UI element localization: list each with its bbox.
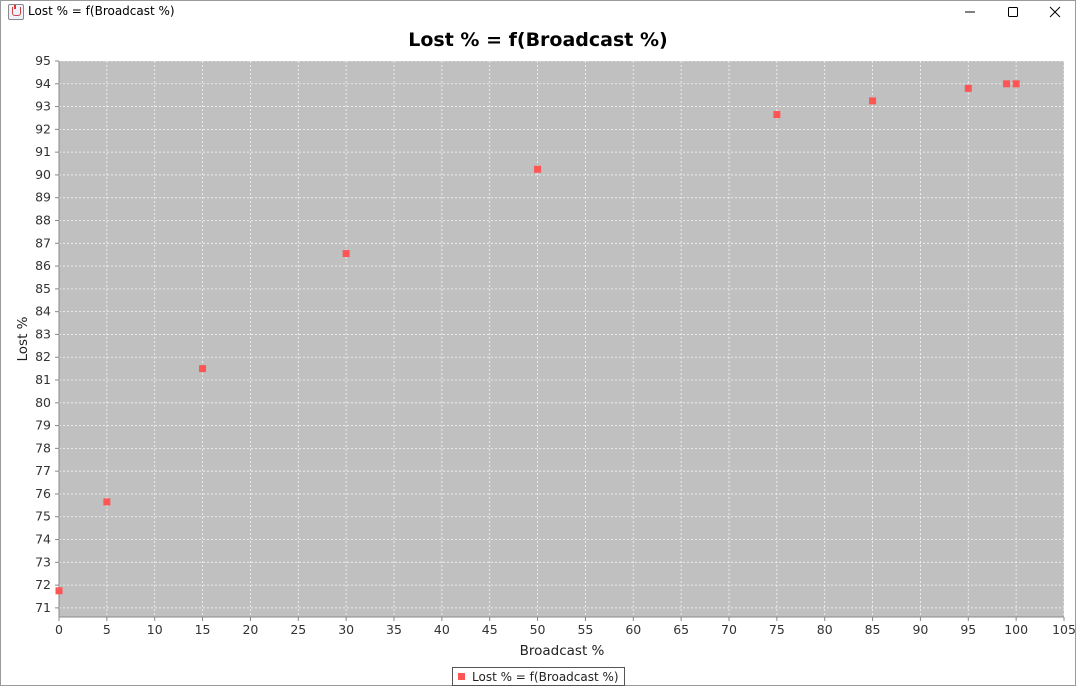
plot-area [59,61,1064,617]
y-tick-label: 94 [35,76,51,91]
y-tick-label: 92 [35,121,51,136]
data-point [534,165,542,173]
x-tick-label: 95 [960,622,976,637]
y-tick-label: 91 [35,144,51,159]
y-tick-label: 82 [35,349,51,364]
title-bar[interactable]: Lost % = f(Broadcast %) [1,1,1075,23]
y-tick-label: 76 [35,486,51,501]
x-tick-label: 60 [625,622,641,637]
y-tick-label: 74 [35,532,51,547]
scatter-chart: Lost % = f(Broadcast %) 0 5 10 15 20 25 30 35 40… [15,29,1075,659]
y-tick-label: 83 [35,326,51,341]
y-tick-label: 93 [35,99,51,114]
data-point [964,84,972,92]
x-tick-label: 75 [769,622,785,637]
y-tick-label: 85 [35,281,51,296]
data-point [869,97,877,105]
data-point [773,111,781,119]
maximize-icon [1008,7,1018,17]
close-icon [1049,6,1061,18]
x-tick-label: 20 [242,622,258,637]
x-tick-label: 85 [865,622,881,637]
y-tick-label: 79 [35,418,51,433]
y-tick-label: 86 [35,258,51,273]
x-tick-label: 80 [817,622,833,637]
x-tick-label: 40 [434,622,450,637]
data-point [1012,80,1020,88]
legend-marker [458,673,465,680]
axes: 0 5 10 15 20 25 30 35 40 45 50 55 60 65 70 75 80 85 90 95 10… [35,53,1075,637]
minimize-icon [965,11,975,13]
x-tick-label: 45 [482,622,498,637]
legend: Lost % = f(Broadcast %) [452,667,625,686]
y-tick-label: 71 [35,600,51,615]
y-tick-label: 75 [35,509,51,524]
chart-panel: Lost % = f(Broadcast %) 0 5 10 15 20 25 30 35 40… [1,23,1075,686]
y-tick-label: 87 [35,235,51,250]
y-tick-label: 73 [35,554,51,569]
data-point [1003,80,1011,88]
x-tick-label: 30 [338,622,354,637]
y-tick-label: 78 [35,440,51,455]
y-tick-label: 89 [35,190,51,205]
data-point [55,587,63,595]
x-tick-label: 50 [530,622,546,637]
y-tick-label: 72 [35,577,51,592]
data-point [199,365,207,373]
minimize-button[interactable] [947,1,993,23]
y-tick-label: 84 [35,304,51,319]
y-axis-label: Lost % [15,316,31,361]
y-tick-label: 88 [35,213,51,228]
x-tick-label: 5 [103,622,111,637]
y-tick-label: 80 [35,395,51,410]
data-points [55,80,1020,595]
grid-lines [59,60,1065,617]
legend-label: Lost % = f(Broadcast %) [472,669,619,684]
x-tick-label: 105 [1052,622,1075,637]
y-tick-label: 90 [35,167,51,182]
x-tick-label: 25 [290,622,306,637]
x-tick-label: 0 [55,622,63,637]
y-tick-label: 77 [35,463,51,478]
window-title: Lost % = f(Broadcast %) [28,4,175,18]
x-tick-label: 100 [1004,622,1028,637]
data-point [103,498,111,506]
chart-title: Lost % = f(Broadcast %) [408,29,667,51]
x-axis-label: Broadcast % [520,643,605,659]
y-tick-label: 81 [35,372,51,387]
x-tick-label: 65 [673,622,689,637]
maximize-button[interactable] [990,1,1036,23]
java-app-icon [8,4,24,20]
x-tick-label: 90 [912,622,928,637]
close-button[interactable] [1032,1,1076,23]
data-point [342,250,350,258]
x-tick-label: 10 [147,622,163,637]
x-tick-label: 15 [195,622,211,637]
x-tick-label: 70 [721,622,737,637]
x-tick-label: 35 [386,622,402,637]
y-tick-label: 95 [35,53,51,68]
x-tick-label: 55 [577,622,593,637]
